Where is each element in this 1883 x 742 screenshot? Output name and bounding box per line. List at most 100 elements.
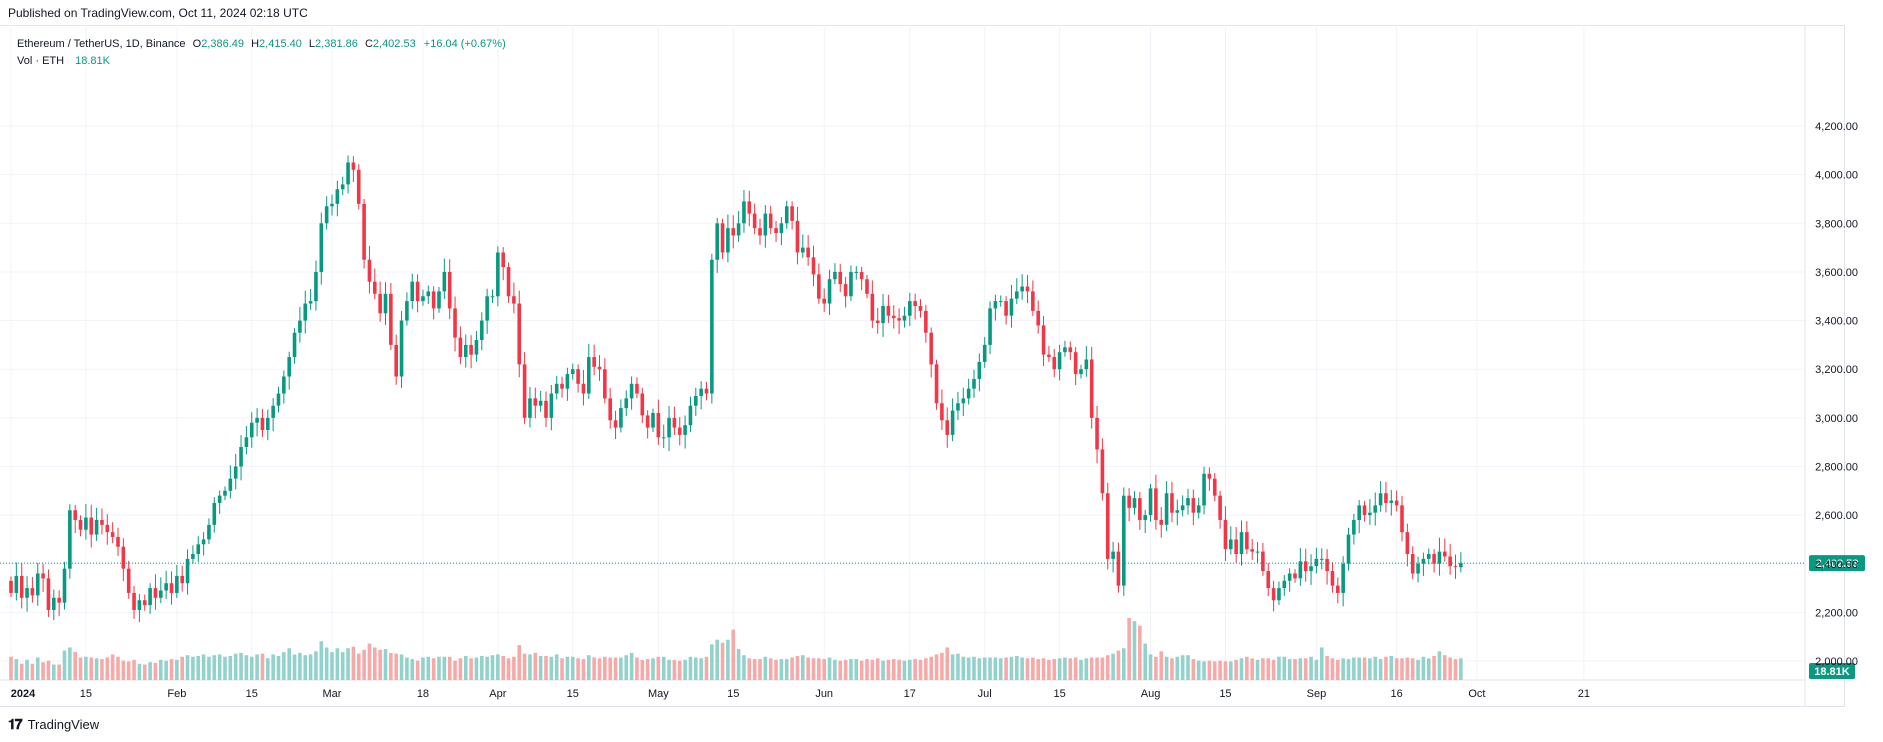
volume-bar <box>1303 658 1308 680</box>
volume-bar <box>902 660 907 680</box>
candle-body <box>1293 573 1297 579</box>
volume-bar <box>528 654 532 680</box>
candle-body <box>346 162 350 185</box>
footer-brand[interactable]: 𝟏𝟕 TradingView <box>8 716 99 733</box>
volume-bar <box>137 663 142 680</box>
volume-bar <box>389 652 393 680</box>
candle-body <box>913 301 917 306</box>
candle-body <box>940 403 944 421</box>
candle-body <box>78 519 83 530</box>
y-tick-label: 2,800.00 <box>1815 461 1858 473</box>
volume-bar <box>1459 658 1463 680</box>
volume-bar <box>993 657 998 680</box>
volume-bar <box>84 656 88 680</box>
candle-body <box>1298 561 1303 579</box>
candle-body <box>164 583 168 591</box>
volume-bar <box>410 659 415 680</box>
last-price-label: 2,402.53 <box>1816 558 1859 570</box>
candle-body <box>1341 563 1345 593</box>
candle-body <box>512 296 516 304</box>
x-tick-label: Oct <box>1468 688 1485 700</box>
volume-bar <box>1020 657 1024 680</box>
volume-bar <box>351 646 356 680</box>
last-price-tag <box>1809 555 1865 572</box>
volume-bar <box>549 656 554 680</box>
volume-bar <box>1025 658 1030 680</box>
volume-bar <box>784 659 789 680</box>
candle-body <box>340 184 345 190</box>
volume-bar <box>399 654 404 680</box>
candle-body <box>217 495 222 503</box>
x-tick-label: Apr <box>489 688 506 700</box>
volume-bar <box>223 656 227 680</box>
candle-body <box>132 592 136 610</box>
candle-body <box>335 189 340 204</box>
volume-bar <box>340 652 345 680</box>
volume-bar <box>201 654 206 680</box>
candle-body <box>1416 563 1420 574</box>
volume-bar <box>683 659 687 680</box>
candle-body <box>35 573 40 596</box>
candle-body <box>950 410 955 435</box>
volume-bar <box>779 659 784 680</box>
candle-body <box>742 201 746 224</box>
candle-body <box>758 228 762 236</box>
candle-body <box>726 228 730 253</box>
candle-body <box>1132 498 1137 508</box>
legend-symbol[interactable]: Ethereum / TetherUS, 1D, Binance <box>17 38 186 50</box>
legend-volume-value: 18.81K <box>75 55 111 67</box>
legend-volume-label[interactable]: Vol · ETH <box>17 55 65 67</box>
volume-bar <box>335 648 340 680</box>
volume-bar <box>1373 656 1378 680</box>
volume-bar <box>73 652 77 680</box>
volume-bar <box>1330 658 1335 680</box>
volume-bar <box>651 658 655 680</box>
volume-bar <box>175 659 179 680</box>
candle-body <box>84 517 88 530</box>
candle-body <box>1138 498 1142 520</box>
volume-bar <box>1057 658 1062 680</box>
candle-body <box>838 271 843 285</box>
volume-bar <box>1336 659 1340 680</box>
volume-bar <box>570 656 575 680</box>
candle-body <box>271 405 275 418</box>
volume-bar <box>239 652 243 680</box>
volume-bar <box>217 654 222 680</box>
volume-bar <box>1255 659 1260 680</box>
volume-bar <box>506 658 511 680</box>
candle-body <box>1437 551 1442 564</box>
volume-bar <box>972 656 976 680</box>
volume-bar <box>838 660 843 680</box>
candle-body <box>1384 493 1388 503</box>
volume-bar <box>1261 658 1265 680</box>
candle-body <box>415 281 420 302</box>
x-tick-label: 15 <box>1053 688 1065 700</box>
volume-bar <box>105 657 110 680</box>
candle-body <box>1245 532 1249 550</box>
volume-bar <box>742 655 746 680</box>
candle-body <box>1186 498 1190 506</box>
x-tick-label: 2024 <box>11 688 36 700</box>
candle-body <box>207 524 211 540</box>
volume-bar <box>1191 659 1196 680</box>
candles <box>9 155 1463 623</box>
x-axis: 2024 15 Feb 15 Mar 18 Apr 15 May 15 Jun 17 Jul 15 Aug 1… <box>11 688 1590 700</box>
legend-high-label: H <box>251 38 260 50</box>
candle-body <box>624 398 629 409</box>
candle-body <box>581 383 586 394</box>
candle-body <box>1346 534 1351 564</box>
candle-body <box>902 315 907 321</box>
volume-bar <box>619 657 623 680</box>
x-tick-label: 21 <box>1578 688 1590 700</box>
candle-body <box>1330 571 1335 586</box>
volume-bar <box>1164 656 1169 680</box>
volume-bar <box>1180 655 1185 680</box>
volume-bar <box>918 659 923 680</box>
candle-body <box>619 408 623 428</box>
candle-body <box>1448 556 1452 567</box>
candle-body <box>683 425 687 435</box>
chart-frame[interactable] <box>0 25 1845 707</box>
volume-bar <box>453 660 457 680</box>
volume-bar <box>1132 621 1137 680</box>
